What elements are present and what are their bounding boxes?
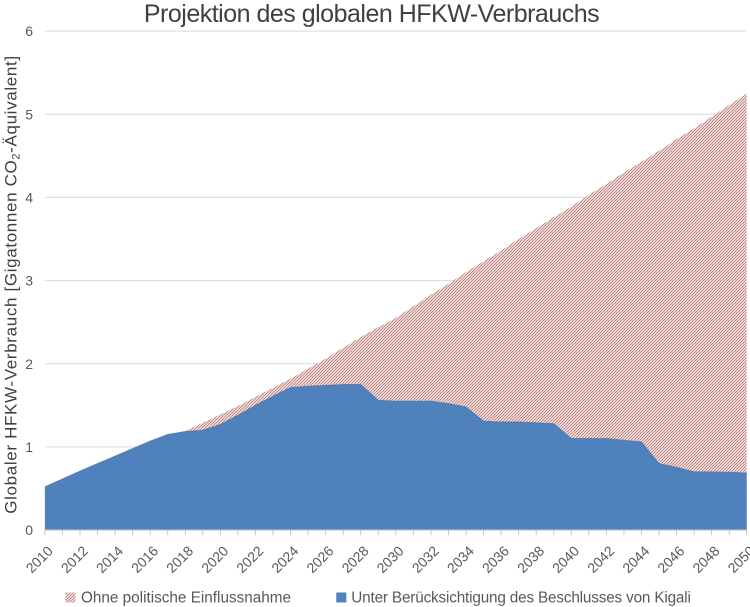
svg-text:Globaler HFKW-Verbrauch [Gigat: Globaler HFKW-Verbrauch [Gigatonnen CO2-… — [2, 55, 23, 514]
svg-text:Projektion des globalen HFKW-V: Projektion des globalen HFKW-Verbrauchs — [144, 0, 599, 28]
svg-text:4: 4 — [25, 190, 33, 206]
svg-text:Unter Berücksichtigung des Bes: Unter Berücksichtigung des Beschlusses v… — [351, 590, 690, 607]
svg-text:3: 3 — [25, 273, 33, 289]
svg-text:2: 2 — [25, 356, 33, 372]
svg-text:Ohne politische Einflussnahme: Ohne politische Einflussnahme — [81, 590, 291, 607]
svg-text:1: 1 — [25, 439, 33, 455]
svg-text:5: 5 — [25, 106, 33, 122]
svg-text:0: 0 — [25, 522, 33, 538]
svg-text:6: 6 — [25, 23, 33, 39]
